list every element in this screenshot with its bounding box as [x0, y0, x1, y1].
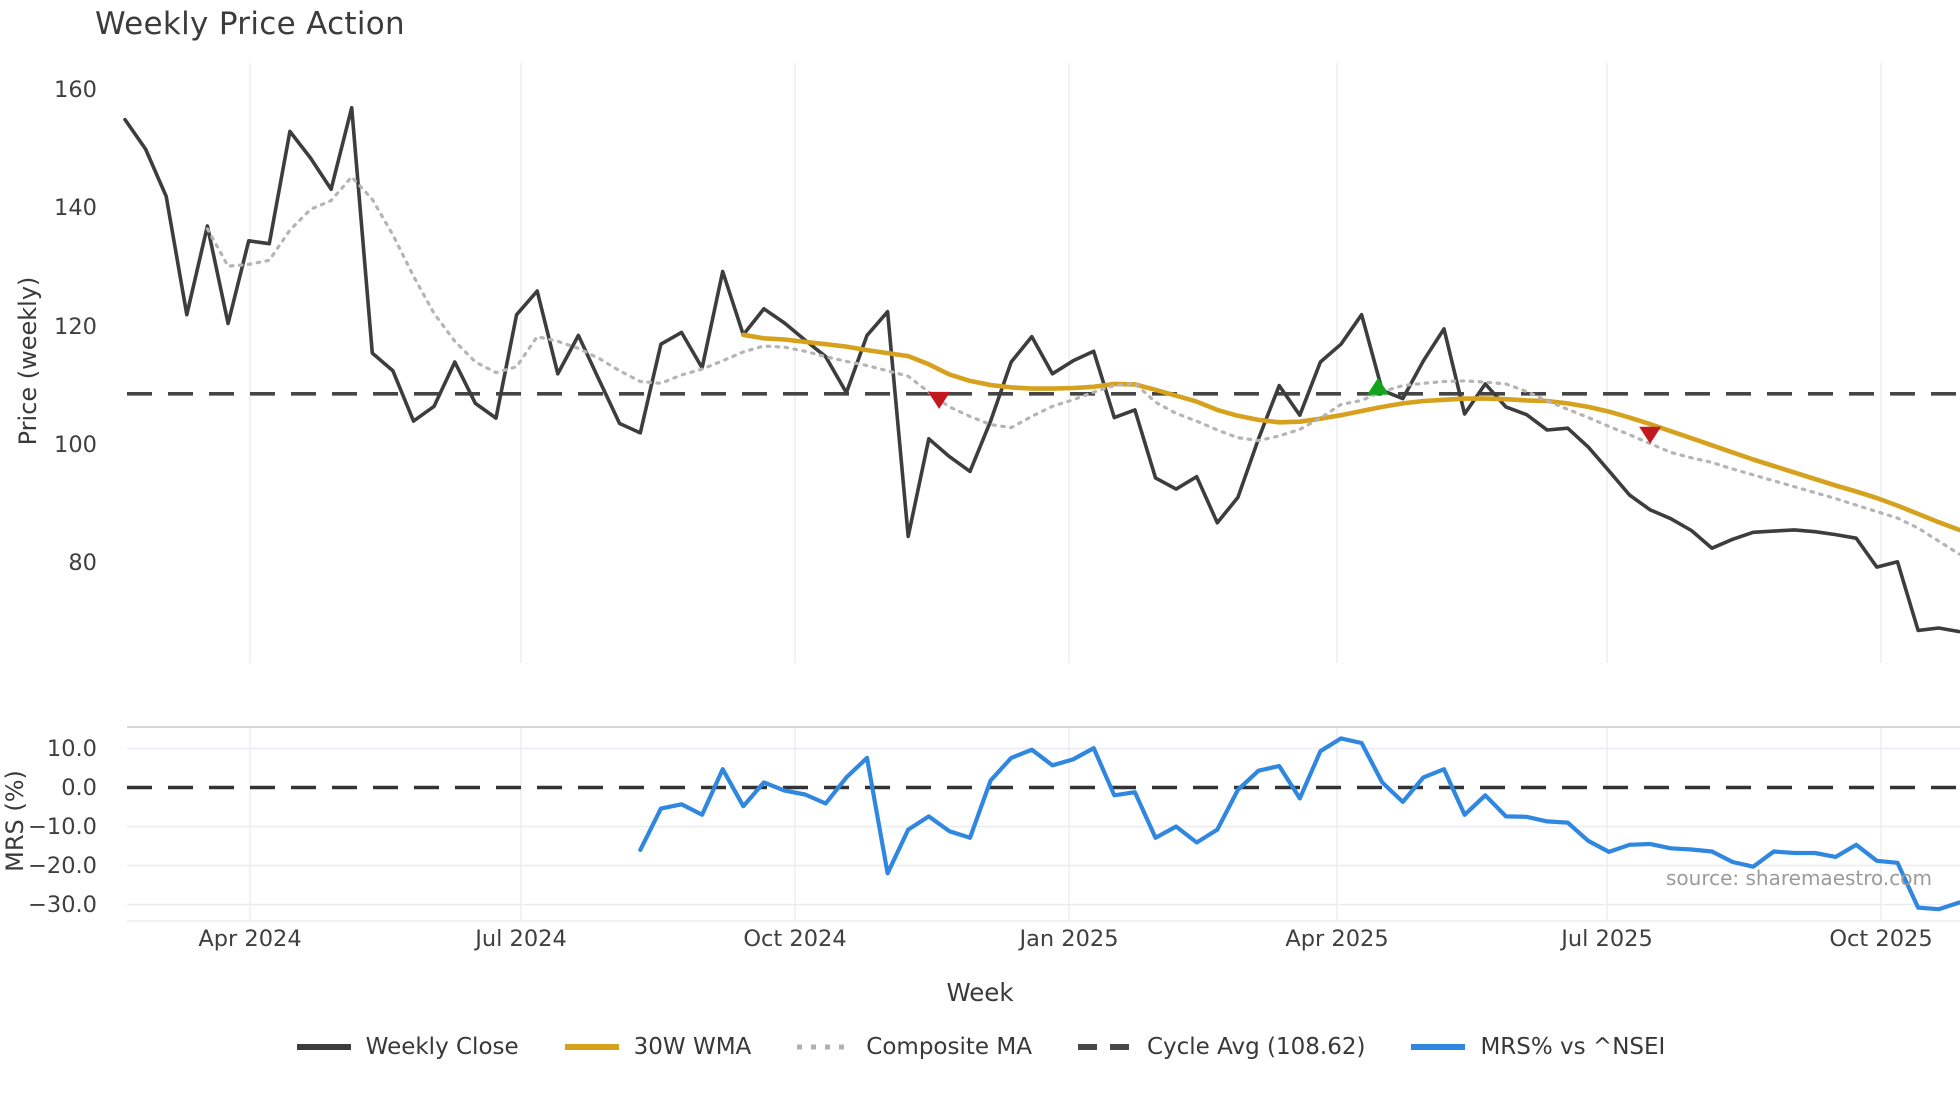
- price-y-tick: 100: [54, 431, 97, 458]
- sell-signal-marker: [928, 391, 951, 409]
- price-y-tick: 140: [54, 195, 97, 222]
- price-y-tick: 160: [54, 77, 97, 103]
- series-mrs-vs-nsei: [638, 736, 1960, 912]
- x-tick: Jan 2025: [1019, 926, 1119, 952]
- legend-label: Cycle Avg (108.62): [1146, 1034, 1366, 1060]
- legend-swatch: [296, 1044, 351, 1050]
- legend-item-weekly-close: Weekly Close: [295, 1034, 519, 1060]
- buy-signal-marker: [1367, 377, 1390, 395]
- legend-label: Weekly Close: [365, 1034, 519, 1060]
- legend-item-30w-wma: 30W WMA: [563, 1034, 752, 1060]
- legend-swatch: [797, 1044, 852, 1050]
- legend-item-composite-ma: Composite MA: [795, 1034, 1032, 1060]
- legend-swatch: [564, 1044, 619, 1050]
- legend-label: MRS% vs ^NSEI: [1480, 1034, 1666, 1060]
- series-30w-wma: [740, 332, 1960, 533]
- legend-swatch: [1077, 1044, 1132, 1050]
- price-y-tick: 80: [68, 550, 97, 576]
- x-tick: Oct 2025: [1829, 926, 1933, 952]
- series-weekly-close: [123, 105, 1960, 634]
- legend-swatch: [1411, 1044, 1466, 1050]
- chart-title: Weekly Price Action: [95, 6, 406, 42]
- mrs-y-tick: 0.0: [61, 774, 97, 801]
- x-tick: Apr 2024: [198, 926, 302, 952]
- mrs-y-tick: −10.0: [28, 813, 97, 840]
- x-tick: Jul 2024: [475, 926, 567, 952]
- price-y-axis-label: Price (weekly): [14, 276, 42, 446]
- chart-legend: Weekly Close 30W WMA Composite MA Cycle Avg…: [0, 1034, 1960, 1060]
- x-tick: Apr 2025: [1285, 926, 1389, 952]
- mrs-y-tick: 10.0: [46, 735, 97, 762]
- x-axis-label: Week: [946, 978, 1014, 1007]
- legend-item-mrs-vs-nsei: MRS% vs ^NSEI: [1409, 1034, 1665, 1060]
- price-y-tick: 120: [54, 313, 97, 340]
- mrs-y-tick: −20.0: [28, 852, 97, 879]
- x-tick: Oct 2024: [743, 926, 847, 952]
- legend-label: Composite MA: [866, 1034, 1032, 1060]
- source-credit: source: sharemaestro.com: [1666, 866, 1932, 890]
- mrs-y-tick: −30.0: [28, 891, 97, 918]
- sell-signal-marker: [1639, 426, 1662, 444]
- x-tick: Jul 2025: [1561, 926, 1653, 952]
- legend-label: 30W WMA: [633, 1034, 752, 1060]
- series-composite-ma: [205, 175, 1960, 556]
- legend-item-cycle-avg-108-62-: Cycle Avg (108.62): [1076, 1034, 1366, 1060]
